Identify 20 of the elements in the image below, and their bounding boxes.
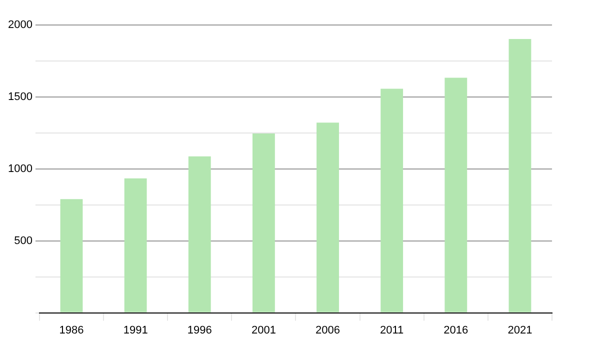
x-tick-label: 1991 [123,324,148,336]
x-tick-label: 2006 [316,324,340,336]
bar [444,78,468,312]
x-tick-label: 2001 [251,324,276,336]
bar [188,156,211,312]
x-tick-label: 1996 [187,324,212,336]
x-tick-label: 2011 [380,324,404,336]
bar [380,88,404,312]
bar [508,38,532,312]
bar [124,178,147,312]
bar [316,122,339,312]
x-tick-label: 2016 [444,324,468,336]
x-tick-label: 2021 [508,324,532,336]
y-tick-label: 500 [14,234,32,247]
y-tick-label: 1500 [8,90,32,103]
y-tick-label: 1000 [8,162,32,175]
bar [60,199,83,312]
y-tick-label: 2000 [8,19,32,32]
x-tick-label: 1986 [59,324,84,336]
bar [252,134,275,312]
